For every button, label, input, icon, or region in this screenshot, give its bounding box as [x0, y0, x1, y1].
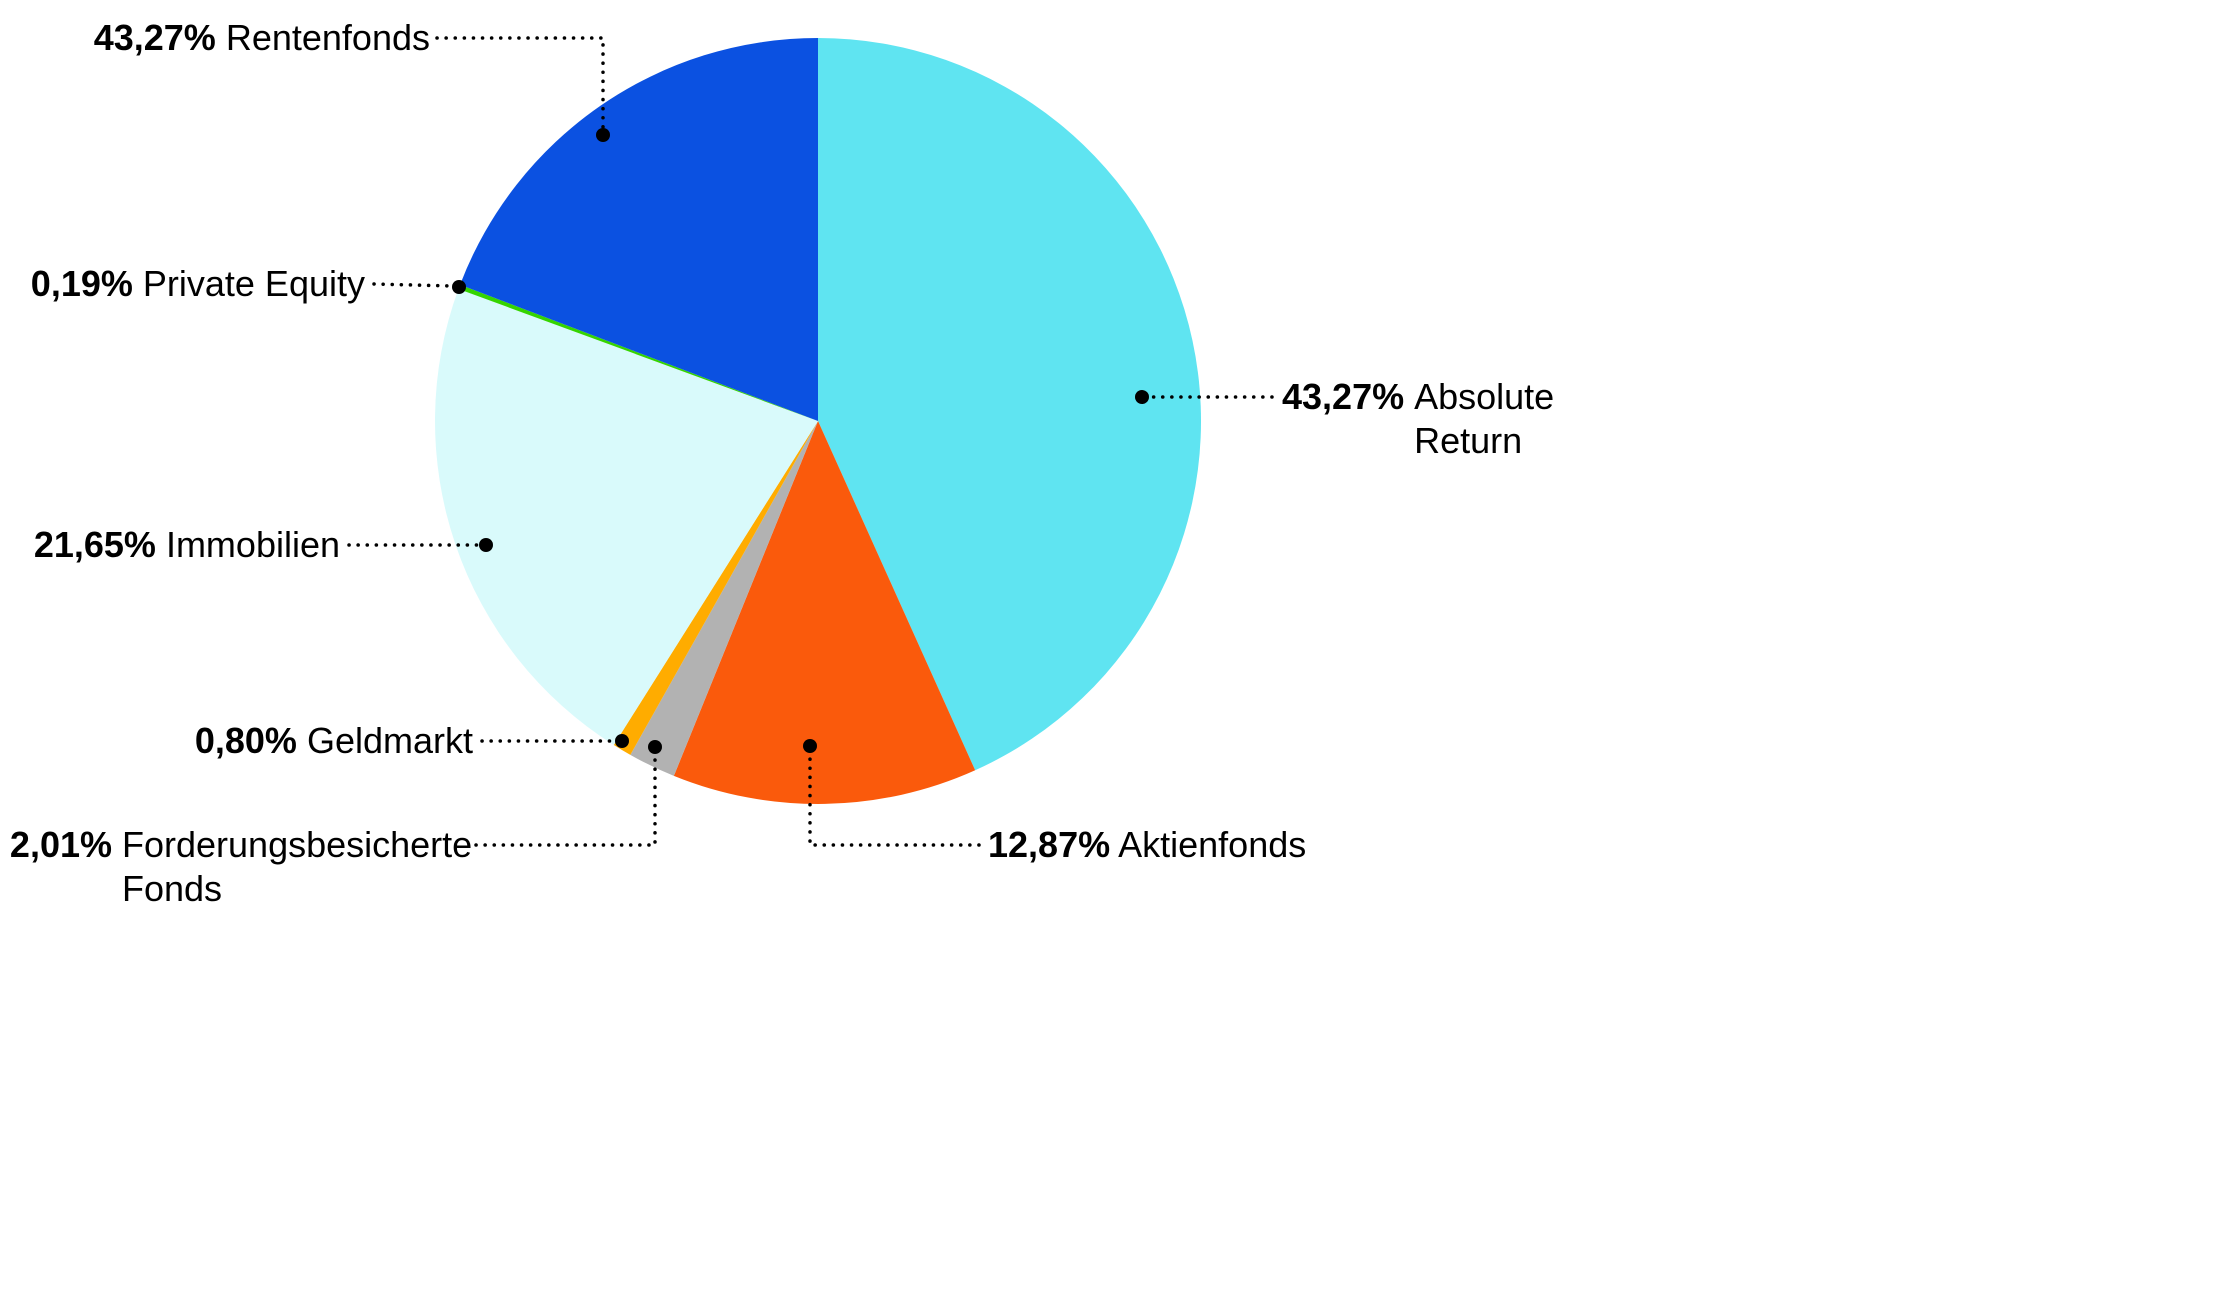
pie-slice-absolute-return — [818, 38, 1202, 771]
leader-dot-rentenfonds — [596, 128, 610, 142]
leader-dot-geldmarkt — [615, 734, 629, 748]
leader-line-aktienfonds — [808, 753, 981, 847]
label-immobilien: 21,65% Immobilien — [34, 523, 340, 567]
label-absolute-return: 43,27% Absolute Return — [1282, 375, 1584, 463]
label-rentenfonds-pct: 43,27% — [93, 17, 216, 58]
leader-dots — [452, 128, 1149, 754]
label-private-equity-name: Private Equity — [142, 263, 365, 304]
pie-slices — [434, 38, 1202, 805]
leader-dot-immobilien — [479, 538, 493, 552]
label-aktienfonds-name: Aktienfonds — [1118, 824, 1307, 865]
pie-slice-private-equity — [458, 284, 818, 421]
label-immobilien-pct: 21,65% — [33, 524, 156, 565]
label-forderungsbesicherte-fonds-pct: 2,01% — [9, 824, 112, 865]
leader-dot-forderungsbesicherte-fonds — [648, 740, 662, 754]
label-forderungsbesicherte-fonds: 2,01% Forderungsbesicherte Fonds — [9, 823, 473, 911]
label-absolute-return-name: Absolute Return — [1414, 376, 1555, 461]
label-immobilien-name: Immobilien — [165, 524, 340, 565]
leader-dot-aktienfonds — [803, 739, 817, 753]
label-rentenfonds-name: Rentenfonds — [225, 17, 430, 58]
pie-slice-immobilien — [434, 289, 818, 746]
pie-slice-forderungsbesicherte-fonds — [630, 421, 818, 776]
label-aktienfonds: 12,87% Aktienfonds — [988, 823, 1306, 867]
leader-line-forderungsbesicherte-fonds — [474, 754, 657, 847]
label-forderungsbesicherte-fonds-name: Forderungsbesicherte Fonds — [122, 824, 473, 909]
label-absolute-return-pct: 43,27% — [1282, 376, 1405, 417]
leader-dot-private-equity — [452, 280, 466, 294]
label-geldmarkt: 0,80% Geldmarkt — [195, 719, 473, 763]
label-private-equity: 0,19% Private Equity — [31, 262, 365, 306]
leader-dot-absolute-return — [1135, 390, 1149, 404]
label-geldmarkt-pct: 0,80% — [194, 720, 297, 761]
label-private-equity-pct: 0,19% — [30, 263, 133, 304]
pie-slice-geldmarkt — [613, 421, 818, 755]
leader-line-rentenfonds — [435, 36, 605, 130]
label-rentenfonds: 43,27% Rentenfonds — [94, 16, 430, 60]
label-aktienfonds-pct: 12,87% — [988, 824, 1111, 865]
pie-slice-rentenfonds — [460, 38, 818, 421]
leader-lines — [347, 36, 1274, 847]
label-geldmarkt-name: Geldmarkt — [306, 720, 473, 761]
pie-slice-aktienfonds — [673, 421, 976, 805]
leader-line-private-equity — [372, 282, 454, 288]
